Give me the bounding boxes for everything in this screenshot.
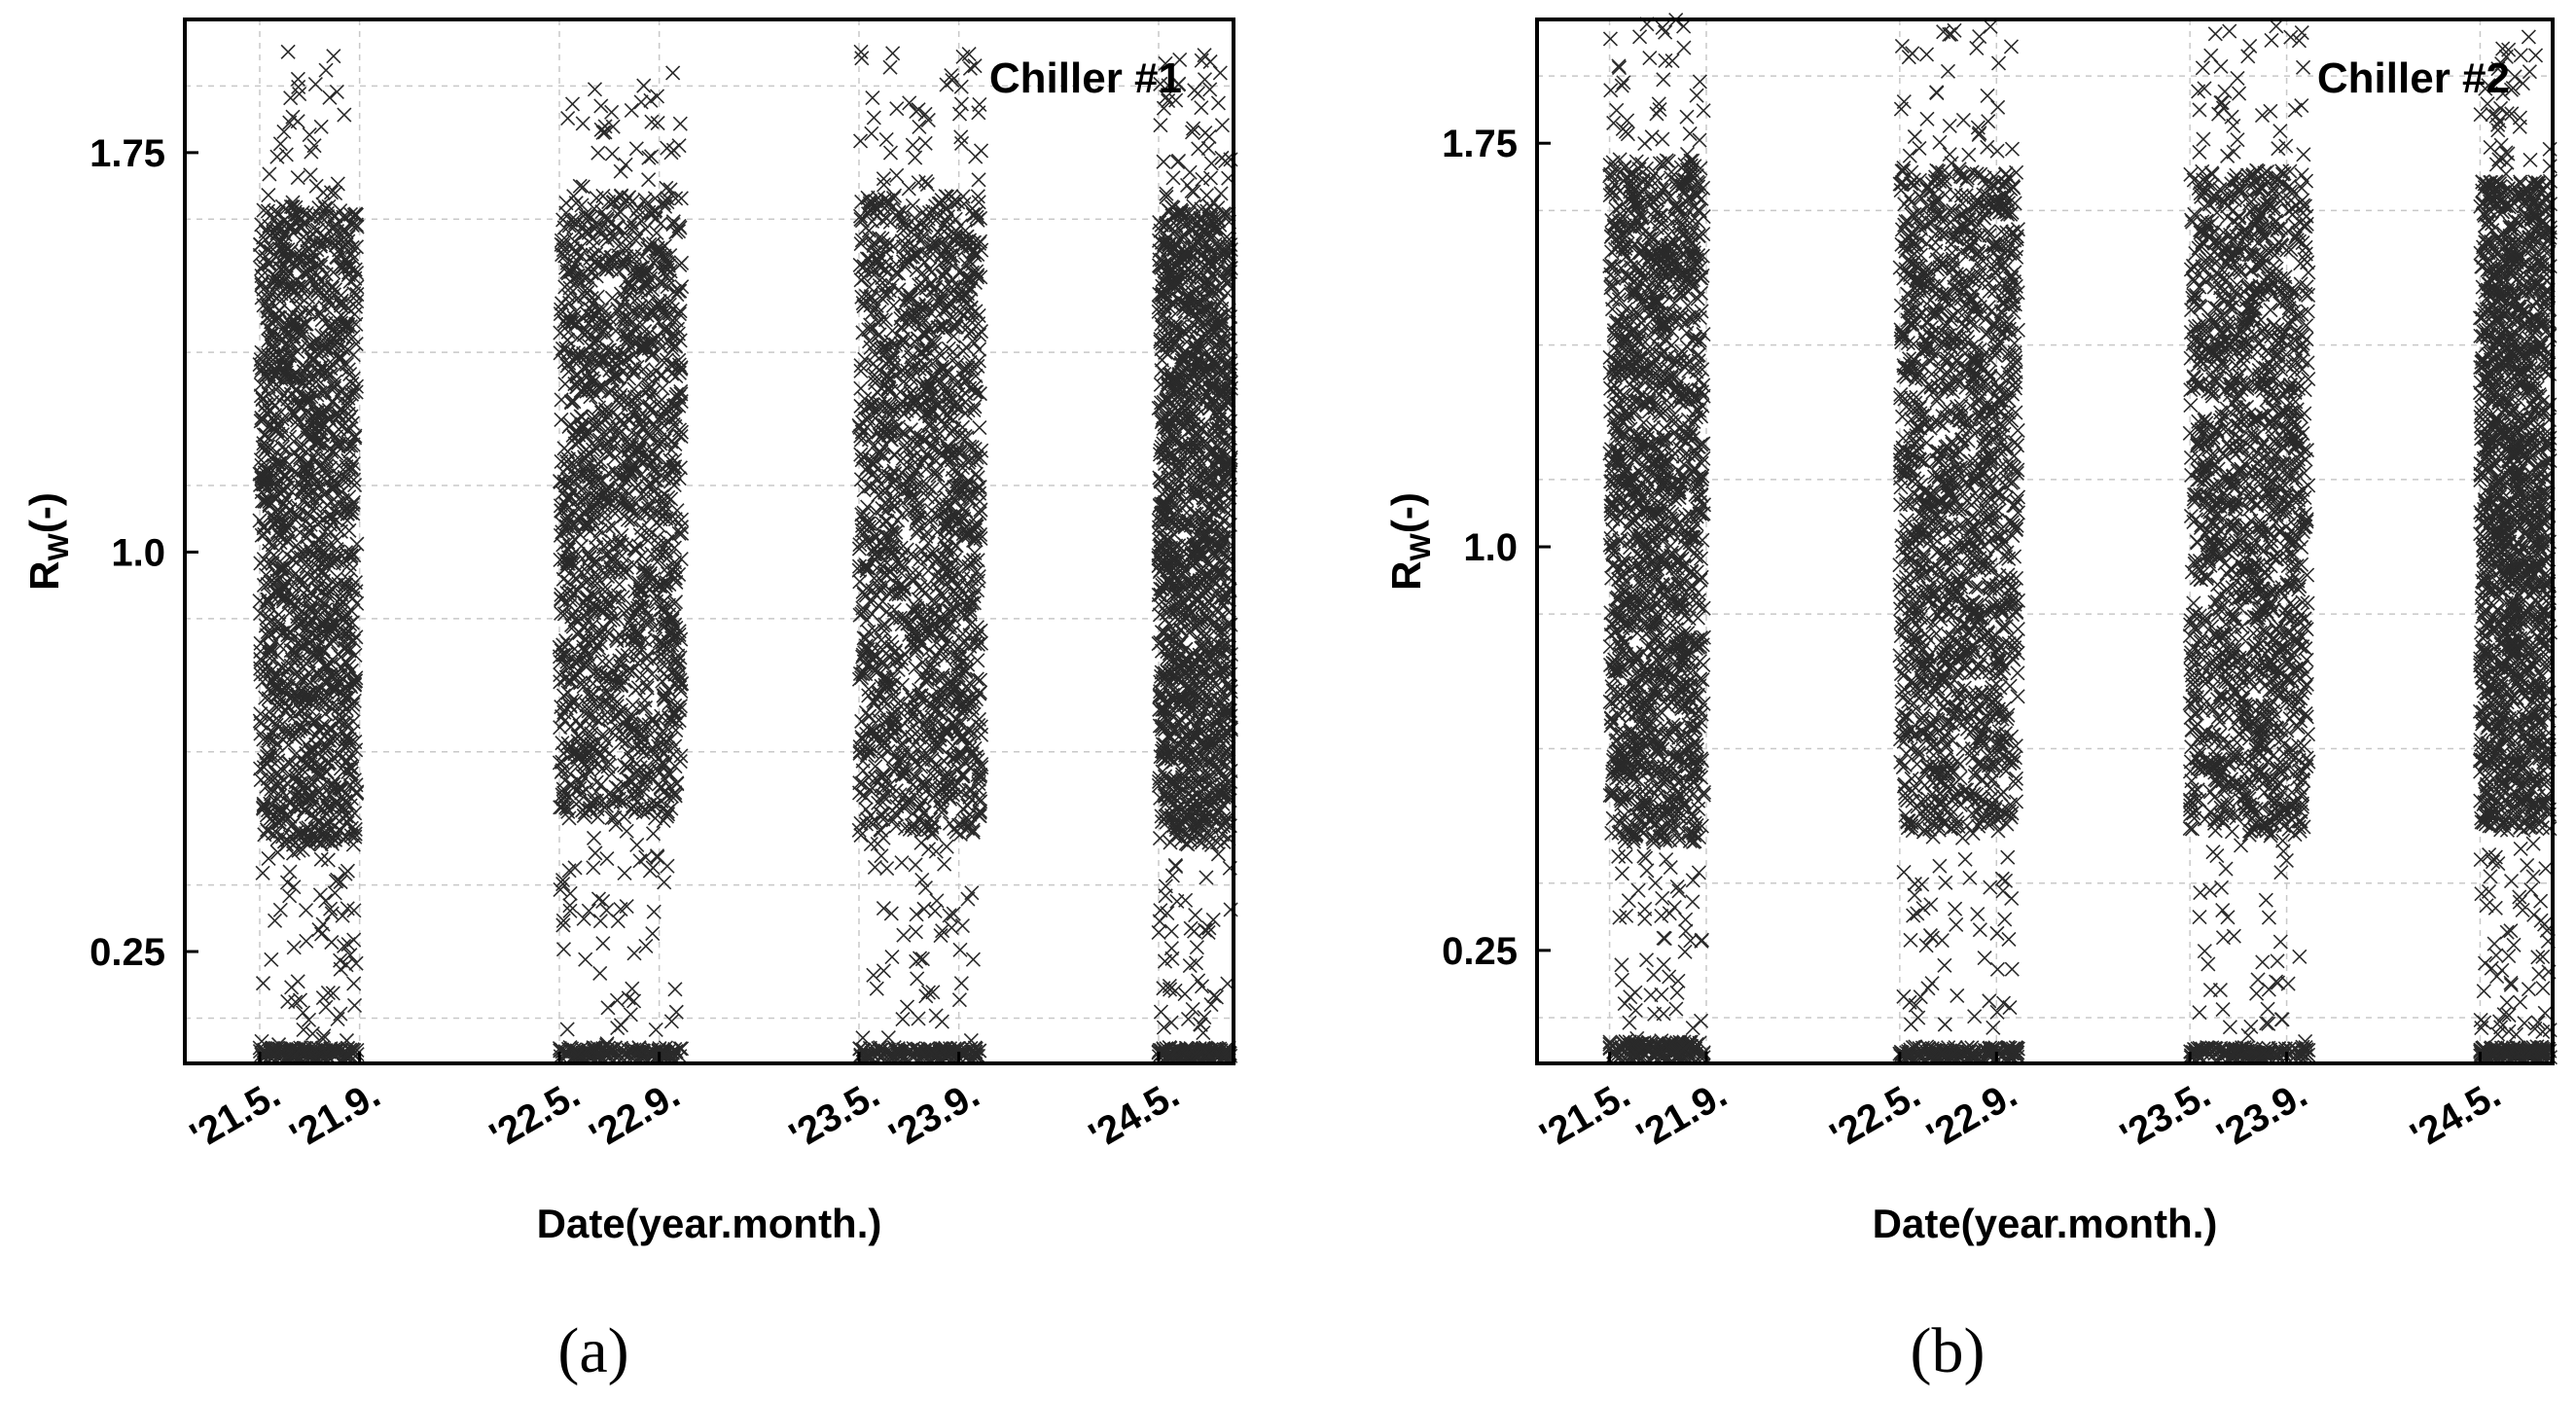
scatter-point [334,962,347,976]
scatter-point [256,866,269,880]
scatter-point [291,72,304,86]
scatter-point [277,125,291,138]
scatter-point [262,189,275,202]
scatter-point [287,941,301,954]
scatter-point [262,851,275,865]
scatter-point [294,993,307,1007]
chart-chiller-1: 0.251.01.75 '21.5.'21.9. '22.5.'22.9. '23.… [21,19,1237,1246]
scatter-point [325,935,339,949]
scatter-point [347,933,361,947]
scatter-point [263,167,276,181]
scatter-point [334,297,347,310]
scatter-point [327,50,340,63]
scatter-point [283,865,297,879]
scatter-point [308,78,322,91]
scatter-point [321,853,335,867]
scatter-point [347,977,361,990]
scatter-point [285,981,299,994]
scatter-point [323,90,337,104]
scatter-point [292,80,305,93]
scatter-point [270,150,284,163]
scatter-point [316,917,330,931]
scatter-point [291,171,304,185]
scatter-point [313,888,327,902]
scatter-point [314,852,328,866]
scatter-point [319,63,333,77]
scatter-point [300,934,313,948]
scatter-point [307,139,321,153]
scatter-point [350,280,364,294]
scatter-point [289,995,303,1009]
scatter-point [257,977,270,990]
scatter-point [330,85,343,98]
scatter-point [281,994,295,1008]
scatter-point [314,120,328,133]
grid-lines [185,19,1234,1063]
scatter-point [331,177,344,191]
scatter-point [283,116,297,129]
scatter-point [350,220,364,234]
scatter-point [349,956,363,970]
scatter-point [315,927,329,941]
scatter-point [281,45,295,58]
scatter-point [319,1000,333,1014]
scatter-point [338,939,351,952]
scatter-point [280,876,294,889]
scatter-point [336,909,349,922]
scatter-point [254,707,268,721]
scatter-point [303,128,316,142]
scatter-point [342,523,356,537]
scatter-point [331,1012,344,1025]
scatter-point [325,907,339,920]
scatter-point [299,904,312,917]
scatter-point [343,760,357,773]
data-points [253,45,1237,1064]
scatter-point [316,186,330,199]
scatter-point [324,902,338,916]
scatter-point [338,108,351,122]
scatter-point [265,952,278,966]
scatter-point [286,818,300,832]
